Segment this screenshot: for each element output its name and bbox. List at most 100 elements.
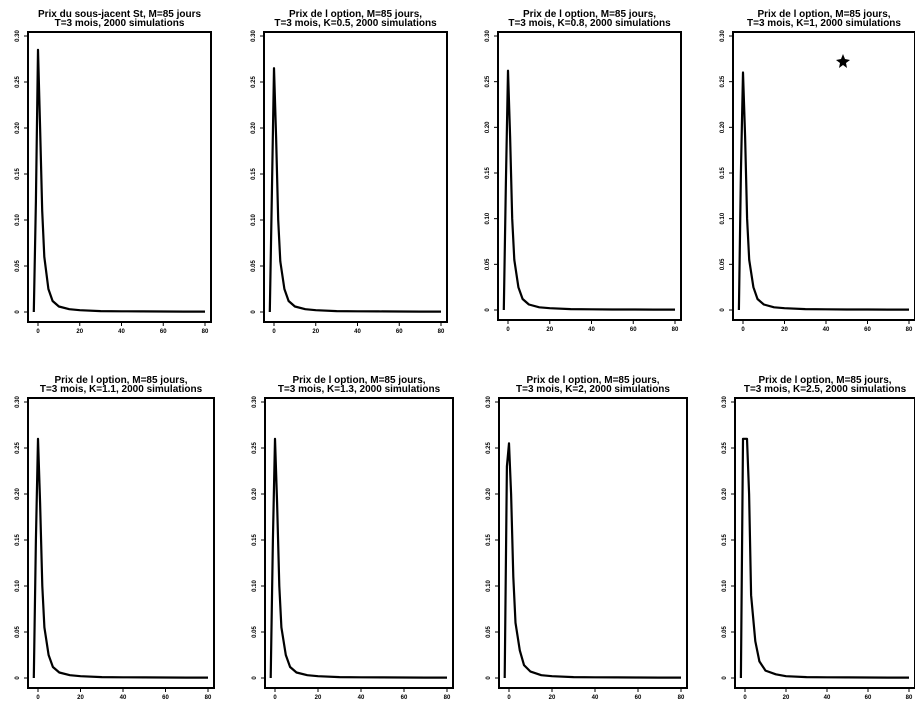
y-tick-label: 0.10 [251,214,257,226]
x-tick-label: 0 [273,695,277,701]
x-tick-label: 40 [823,327,830,333]
y-tick-label: 0.15 [252,534,258,546]
y-tick-label: 0.25 [485,75,491,87]
y-tick-label: 0.20 [15,488,21,500]
x-tick-label: 40 [592,695,599,701]
plot-frame [497,31,682,321]
x-tick-label: 20 [781,327,788,333]
x-tick-label: 20 [76,329,83,335]
plot-frame [734,397,915,689]
panel-5: Prix de l option, M=85 jours,T=3 mois, K… [15,375,215,701]
x-tick-label: 0 [36,695,40,701]
x-tick-label: 20 [312,329,319,335]
y-tick-label: 0 [485,308,491,312]
y-tick-label: 0 [720,308,726,312]
x-tick-label: 20 [77,695,84,701]
x-tick-label: 0 [272,329,276,335]
y-tick-label: 0.20 [15,122,21,134]
y-tick-label: 0.20 [720,121,726,133]
y-tick-label: 0.30 [720,30,726,42]
y-tick-label: 0.10 [252,580,258,592]
x-tick-label: 40 [824,695,831,701]
x-tick-label: 80 [202,329,209,335]
chart-title-line-2: T=3 mois, 2000 simulations [55,18,185,29]
chart-title-line-2: T=3 mois, K=1, 2000 simulations [747,18,901,29]
x-tick-label: 60 [160,329,167,335]
density-curve [32,437,208,679]
panel-6: Prix de l option, M=85 jours,T=3 mois, K… [252,375,454,701]
x-tick-label: 40 [118,329,125,335]
y-tick-label: 0.05 [15,260,21,272]
y-tick-label: 0.10 [486,580,492,592]
x-tick-label: 20 [549,695,556,701]
x-tick-label: 80 [438,329,445,335]
chart-title-line-2: T=3 mois, K=1.1, 2000 simulations [40,384,203,395]
x-tick-label: 0 [36,329,40,335]
x-tick-label: 40 [358,695,365,701]
x-tick-label: 80 [906,327,913,333]
plot-frame [498,397,688,689]
x-tick-label: 0 [743,695,747,701]
y-tick-label: 0.05 [251,260,257,272]
y-tick-label: 0.15 [15,534,21,546]
y-tick-label: 0 [15,676,21,680]
y-tick-label: 0 [251,310,257,314]
panel-3: Prix de l option, M=85 jours,T=3 mois, K… [485,9,682,333]
y-tick-label: 0.25 [722,442,728,454]
y-tick-label: 0.05 [15,626,21,638]
panel-2: Prix de l option, M=85 jours,T=3 mois, K… [251,9,448,335]
x-tick-label: 60 [630,327,637,333]
chart-title-line-1: Prix de l option, M=85 jours, [526,375,659,386]
y-tick-label: 0.10 [720,212,726,224]
x-tick-label: 80 [672,327,679,333]
y-tick-label: 0.15 [15,168,21,180]
x-tick-label: 60 [162,695,169,701]
y-tick-label: 0.15 [720,167,726,179]
chart-title-line-1: Prix de l option, M=85 jours, [54,375,187,386]
x-tick-label: 20 [315,695,322,701]
panel-8: Prix de l option, M=85 jours,T=3 mois, K… [722,375,915,701]
y-tick-label: 0.05 [486,626,492,638]
y-tick-label: 0.25 [251,76,257,88]
x-tick-label: 60 [635,695,642,701]
x-tick-label: 40 [588,327,595,333]
y-tick-label: 0.30 [485,30,491,42]
y-tick-label: 0 [486,676,492,680]
y-tick-label: 0.25 [720,75,726,87]
chart-title-line-1: Prix de l option, M=85 jours, [523,9,656,20]
x-tick-label: 20 [546,327,553,333]
chart-title-line-1: Prix du sous-jacent St, M=85 jours [38,9,202,20]
y-tick-label: 0.20 [722,488,728,500]
y-tick-label: 0 [722,676,728,680]
plot-frame [27,31,212,323]
y-tick-label: 0.30 [251,30,257,42]
y-tick-label: 0.25 [252,442,258,454]
x-tick-label: 20 [783,695,790,701]
chart-title-line-1: Prix de l option, M=85 jours, [757,9,890,20]
chart-title-line-1: Prix de l option, M=85 jours, [292,375,425,386]
star-mark-icon [836,54,850,68]
y-tick-label: 0.20 [486,488,492,500]
x-tick-label: 80 [205,695,212,701]
y-tick-label: 0.10 [485,212,491,224]
x-tick-label: 0 [506,327,510,333]
x-tick-label: 60 [865,695,872,701]
y-tick-label: 0.10 [15,214,21,226]
x-tick-label: 0 [741,327,745,333]
panel-7: Prix de l option, M=85 jours,T=3 mois, K… [486,375,688,701]
density-curve [737,71,909,311]
y-tick-label: 0.25 [15,442,21,454]
density-curve [503,442,681,679]
y-tick-label: 0.20 [252,488,258,500]
x-tick-label: 80 [906,695,913,701]
chart-title-line-2: T=3 mois, K=1.3, 2000 simulations [278,384,441,395]
y-tick-label: 0.15 [486,534,492,546]
plot-frame [732,31,915,321]
x-tick-label: 60 [401,695,408,701]
y-tick-label: 0.05 [485,258,491,270]
x-tick-label: 80 [444,695,451,701]
y-tick-label: 0.30 [722,396,728,408]
density-curve [32,48,205,313]
y-tick-label: 0.30 [252,396,258,408]
